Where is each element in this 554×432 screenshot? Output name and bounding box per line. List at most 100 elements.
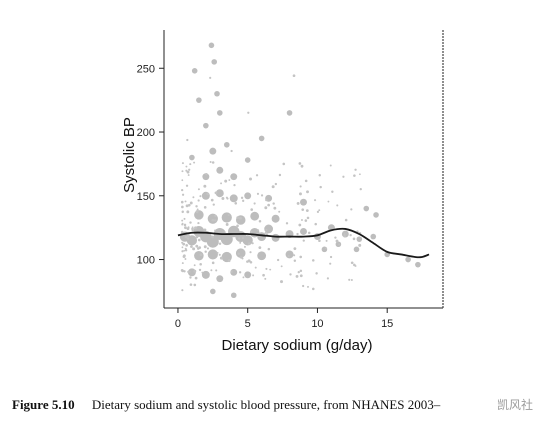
data-point-174 [216, 251, 219, 254]
data-point-85 [353, 174, 356, 177]
data-point-262 [354, 264, 357, 267]
data-point-306 [343, 234, 347, 238]
data-point-296 [180, 268, 184, 272]
data-point-40 [216, 166, 224, 174]
data-point-74 [192, 196, 195, 199]
data-point-202 [300, 164, 304, 168]
data-point-205 [302, 239, 305, 242]
data-point-50 [191, 68, 198, 74]
x-axis-title: Dietary sodium (g/day) [222, 337, 373, 354]
data-point-264 [246, 260, 249, 263]
data-point-290 [262, 273, 265, 277]
data-point-271 [181, 241, 184, 244]
data-point-304 [228, 179, 231, 181]
data-point-299 [343, 233, 346, 236]
data-point-310 [211, 261, 215, 265]
data-point-298 [257, 229, 260, 232]
data-point-116 [334, 236, 337, 239]
data-point-6 [220, 233, 233, 246]
data-point-81 [184, 235, 188, 239]
data-point-142 [184, 258, 187, 260]
data-point-295 [299, 274, 303, 278]
data-point-118 [247, 242, 251, 246]
data-point-198 [203, 206, 207, 209]
data-point-185 [182, 255, 186, 258]
data-point-164 [329, 164, 332, 167]
data-point-315 [214, 214, 217, 218]
data-point-229 [295, 274, 299, 278]
data-point-168 [209, 76, 212, 79]
data-point-31 [257, 251, 267, 261]
data-point-188 [278, 210, 281, 213]
data-point-243 [292, 74, 296, 78]
data-point-144 [233, 184, 236, 187]
data-point-228 [197, 188, 200, 191]
data-point-231 [331, 190, 334, 193]
data-point-209 [181, 289, 184, 292]
data-point-165 [210, 198, 214, 202]
data-point-106 [272, 202, 275, 205]
data-point-38 [300, 198, 307, 206]
data-point-89 [359, 187, 362, 191]
data-point-277 [269, 268, 272, 271]
data-point-62 [363, 205, 370, 212]
data-point-137 [338, 243, 341, 246]
data-point-32 [285, 250, 294, 259]
data-point-51 [208, 42, 215, 49]
data-point-157 [199, 195, 202, 198]
data-point-307 [242, 276, 245, 279]
data-point-322 [300, 219, 303, 221]
data-point-236 [282, 162, 286, 166]
data-point-153 [197, 238, 201, 242]
data-point-121 [195, 210, 199, 214]
data-point-134 [180, 230, 184, 234]
data-point-108 [234, 201, 238, 205]
data-point-194 [354, 168, 357, 171]
data-point-281 [249, 177, 253, 181]
data-point-177 [258, 219, 262, 223]
data-point-99 [329, 262, 332, 265]
data-point-320 [218, 242, 222, 245]
data-point-9 [242, 235, 253, 246]
data-point-133 [196, 208, 199, 211]
data-point-222 [236, 224, 239, 228]
data-point-274 [305, 209, 309, 213]
data-point-285 [299, 269, 303, 273]
data-point-91 [189, 201, 193, 205]
data-point-140 [187, 270, 190, 274]
data-point-36 [244, 192, 252, 200]
caption-number: Figure 5.10 [12, 397, 75, 412]
data-point-182 [255, 174, 259, 177]
data-point-13 [271, 233, 280, 242]
data-point-126 [314, 222, 317, 226]
data-point-219 [197, 199, 200, 202]
data-point-78 [215, 269, 218, 272]
x-tick-label-3: 15 [381, 318, 393, 330]
data-point-208 [181, 162, 184, 165]
figure-caption: Figure 5.10 Dietary sodium and systolic … [12, 397, 552, 413]
data-point-41 [230, 173, 238, 181]
data-point-145 [293, 254, 296, 257]
data-point-139 [189, 163, 192, 166]
y-tick-label-0: 100 [137, 255, 155, 267]
data-point-35 [229, 194, 238, 203]
data-point-105 [315, 272, 318, 275]
data-point-235 [197, 221, 200, 225]
data-point-135 [185, 244, 188, 247]
data-point-176 [280, 265, 283, 268]
data-point-263 [193, 269, 197, 273]
data-point-61 [230, 292, 237, 299]
data-point-242 [214, 191, 218, 195]
data-point-21 [194, 210, 204, 220]
data-point-212 [299, 255, 303, 259]
data-point-42 [189, 154, 195, 161]
data-point-90 [187, 174, 190, 176]
data-point-269 [195, 205, 198, 208]
data-point-110 [350, 278, 353, 281]
data-point-73 [198, 268, 202, 272]
data-point-180 [183, 217, 186, 220]
data-point-197 [298, 162, 302, 165]
data-point-156 [184, 249, 188, 252]
data-point-321 [211, 161, 215, 164]
data-point-19 [356, 236, 363, 242]
